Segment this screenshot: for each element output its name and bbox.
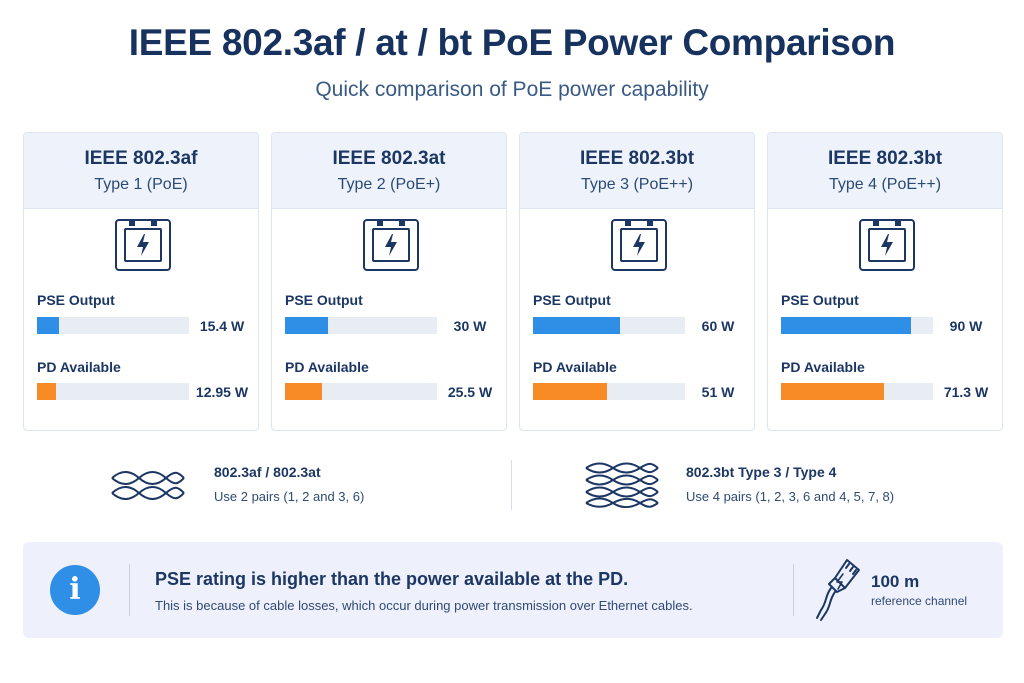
note-divider	[129, 564, 130, 616]
info-note: i PSE rating is higher than the power av…	[23, 542, 1003, 638]
pse-output-label: PSE Output	[533, 292, 611, 308]
pse-value: 60 W	[701, 318, 735, 334]
distance-label: reference channel	[871, 594, 968, 608]
pd-value: 51 W	[701, 384, 735, 400]
card-header: IEEE 802.3af Type 1 (PoE)	[24, 133, 258, 209]
pse-bar	[533, 317, 620, 334]
pair-usage-row: 802.3af / 802.3at Use 2 pairs (1, 2 and …	[0, 460, 1024, 520]
card-type: Type 2 (PoE+)	[337, 176, 441, 193]
card-type: Type 1 (PoE)	[94, 176, 188, 193]
pse-value: 30 W	[453, 318, 487, 334]
pse-value: 90 W	[949, 318, 983, 334]
card-standard: IEEE 802.3at	[332, 148, 446, 169]
pse-value: 15.4 W	[199, 318, 245, 334]
power-port-icon	[115, 219, 171, 271]
pair-desc: Use 2 pairs (1, 2 and 3, 6)	[214, 489, 365, 504]
pse-bar-track	[37, 317, 189, 334]
power-port-icon	[859, 219, 915, 271]
power-port-icon	[611, 219, 667, 271]
pd-available-label: PD Available	[781, 359, 865, 375]
pd-bar-track	[781, 383, 933, 400]
page-title: IEEE 802.3af / at / bt PoE Power Compari…	[128, 22, 896, 63]
distance-value: 100 m	[871, 572, 920, 591]
note-title: PSE rating is higher than the power avai…	[155, 569, 629, 589]
pd-bar	[285, 383, 322, 400]
card-header: IEEE 802.3at Type 2 (PoE+)	[272, 133, 506, 209]
pd-bar	[37, 383, 56, 400]
power-port-icon	[363, 219, 419, 271]
pse-output-label: PSE Output	[285, 292, 363, 308]
pair-title: 802.3af / 802.3at	[214, 464, 321, 480]
card-standard: IEEE 802.3bt	[579, 148, 695, 169]
card-type: Type 3 (PoE++)	[580, 176, 694, 193]
pd-available-label: PD Available	[37, 359, 121, 375]
card-802-3bt-type3: IEEE 802.3bt Type 3 (PoE++) PSE Output 6…	[519, 132, 755, 431]
card-type: Type 4 (PoE++)	[828, 176, 942, 193]
card-standard: IEEE 802.3bt	[827, 148, 943, 169]
twisted-pair-icon	[111, 471, 185, 500]
pd-available-label: PD Available	[533, 359, 617, 375]
pd-value: 12.95 W	[195, 384, 249, 400]
pse-output-label: PSE Output	[37, 292, 115, 308]
pd-bar-track	[37, 383, 189, 400]
pse-bar-track	[285, 317, 437, 334]
card-header: IEEE 802.3bt Type 3 (PoE++)	[520, 133, 754, 209]
card-standard: IEEE 802.3af	[84, 148, 198, 169]
card-802-3bt-type4: IEEE 802.3bt Type 4 (PoE++) PSE Output 9…	[767, 132, 1003, 431]
pse-bar	[285, 317, 329, 334]
comparison-cards: IEEE 802.3af Type 1 (PoE) PSE Output 15.…	[23, 132, 1003, 431]
pd-bar-track	[533, 383, 685, 400]
pair-title: 802.3bt Type 3 / Type 4	[686, 464, 837, 480]
pd-value: 71.3 W	[943, 384, 989, 400]
card-802-3at-type2: IEEE 802.3at Type 2 (PoE+) PSE Output 30…	[271, 132, 507, 431]
info-icon: i	[50, 565, 100, 615]
pd-value: 25.5 W	[447, 384, 493, 400]
pse-output-label: PSE Output	[781, 292, 859, 308]
card-802-3af-type1: IEEE 802.3af Type 1 (PoE) PSE Output 15.…	[23, 132, 259, 431]
pd-available-label: PD Available	[285, 359, 369, 375]
card-header: IEEE 802.3bt Type 4 (PoE++)	[768, 133, 1002, 209]
page-subtitle: Quick comparison of PoE power capability	[315, 78, 709, 101]
pse-bar-track	[533, 317, 685, 334]
pse-bar	[781, 317, 912, 334]
note-text: This is because of cable losses, which o…	[155, 598, 693, 613]
ethernet-cable-icon	[816, 559, 860, 621]
pse-bar	[37, 317, 60, 334]
pair-desc: Use 4 pairs (1, 2, 3, 6 and 4, 5, 7, 8)	[686, 489, 895, 504]
pd-bar	[533, 383, 607, 400]
pair-divider	[511, 460, 512, 510]
pd-bar-track	[285, 383, 437, 400]
twisted-pair-icon	[585, 462, 659, 508]
note-divider	[793, 564, 794, 616]
pd-bar	[781, 383, 885, 400]
pse-bar-track	[781, 317, 933, 334]
